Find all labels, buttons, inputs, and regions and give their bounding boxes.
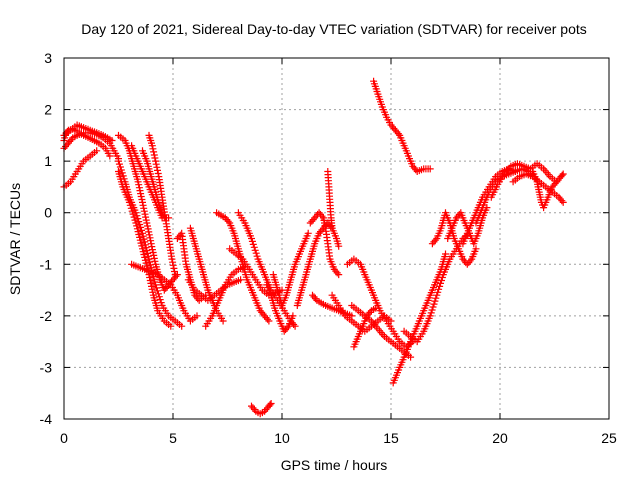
data-point-markers bbox=[186, 224, 227, 325]
data-point-markers bbox=[115, 131, 181, 294]
y-tick-label: 3 bbox=[44, 50, 52, 66]
data-point-markers bbox=[487, 160, 561, 201]
series-track-ah bbox=[444, 204, 491, 248]
x-tick-label: 20 bbox=[492, 430, 508, 446]
series-track-ak bbox=[487, 160, 561, 201]
x-tick-label: 25 bbox=[601, 430, 617, 446]
series-track-m bbox=[186, 224, 227, 325]
series-track-aa bbox=[343, 255, 417, 351]
x-axis-title: GPS time / hours bbox=[281, 457, 388, 473]
x-tick-label: 15 bbox=[383, 430, 399, 446]
plot-frame bbox=[63, 57, 610, 420]
data-point-markers bbox=[343, 255, 417, 351]
y-tick-label: -3 bbox=[40, 359, 53, 375]
data-point-markers bbox=[306, 209, 343, 279]
data-point-markers bbox=[269, 229, 312, 309]
data-point-markers bbox=[370, 77, 434, 175]
series-track-ae bbox=[389, 250, 449, 387]
series-track-am bbox=[529, 168, 567, 212]
series-track-u bbox=[269, 229, 312, 309]
series-track-d bbox=[60, 147, 101, 191]
series-track-x bbox=[324, 168, 336, 232]
series-track-v bbox=[293, 219, 343, 309]
y-tick-label: -2 bbox=[40, 308, 53, 324]
data-point-markers bbox=[115, 168, 175, 330]
x-tick-label: 10 bbox=[274, 430, 290, 446]
series-track-n bbox=[184, 276, 245, 304]
x-tick-label: 0 bbox=[60, 430, 68, 446]
series-track-o bbox=[202, 263, 249, 330]
y-tick-label: -1 bbox=[40, 256, 53, 272]
series-track-w bbox=[306, 209, 343, 279]
y-axis-title: SDTVAR / TECUs bbox=[7, 183, 23, 295]
chart-title: Day 120 of 2021, Sidereal Day-to-day VTE… bbox=[81, 21, 587, 37]
y-tick-label: -4 bbox=[40, 411, 53, 427]
x-tick-label: 5 bbox=[169, 430, 177, 446]
series-track-ad bbox=[370, 77, 434, 175]
series-track-e bbox=[115, 131, 181, 294]
tick-layer: 0 5 10 15 20 25 -4 -3 -2 -1 0 1 2 3 bbox=[40, 50, 617, 446]
data-point-markers bbox=[389, 250, 449, 387]
y-tick-label: 1 bbox=[44, 153, 52, 169]
series-track-s bbox=[248, 400, 275, 418]
data-point-markers bbox=[128, 260, 201, 325]
data-point-markers bbox=[263, 281, 297, 335]
data-point-markers bbox=[324, 168, 336, 232]
y-tick-label: 2 bbox=[44, 102, 52, 118]
data-layer bbox=[60, 77, 567, 418]
data-point-markers bbox=[248, 400, 275, 418]
y-tick-label: 0 bbox=[44, 205, 52, 221]
data-point-markers bbox=[529, 168, 567, 212]
series-track-j bbox=[145, 131, 179, 279]
data-point-markers bbox=[145, 131, 179, 279]
data-point-markers bbox=[444, 204, 491, 248]
data-point-markers bbox=[184, 276, 245, 304]
data-point-markers bbox=[202, 263, 249, 330]
data-point-markers bbox=[60, 147, 101, 191]
data-point-markers bbox=[293, 219, 343, 309]
series-track-g bbox=[115, 168, 175, 330]
series-track-k bbox=[128, 260, 201, 325]
series-track-t bbox=[263, 281, 297, 335]
